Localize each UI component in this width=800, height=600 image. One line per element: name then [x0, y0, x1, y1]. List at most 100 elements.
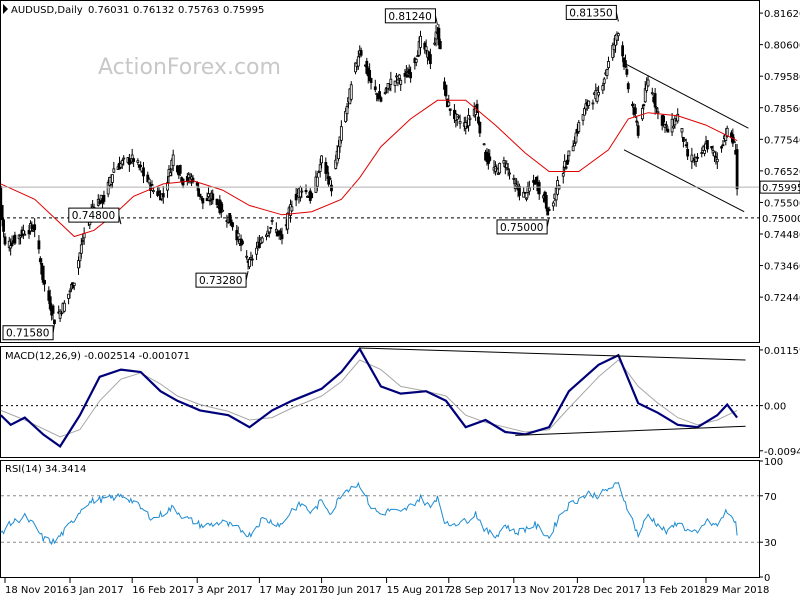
candle-body [434, 31, 438, 40]
candle-body [389, 78, 393, 85]
candle-body [320, 155, 323, 164]
candle-body [191, 177, 195, 183]
macd-y-tick-label: -0.009408 [764, 447, 800, 458]
price-header: AUDUSD,Daily 0.76031 0.76132 0.75763 0.7… [3, 4, 264, 16]
x-tick-label: 28 Sep 2017 [449, 585, 512, 596]
macd-line [0, 346, 738, 448]
candle-body [38, 258, 42, 263]
candle-body [280, 234, 284, 240]
candle-body [187, 174, 191, 178]
candle-body [286, 212, 290, 230]
candle-body [207, 193, 210, 197]
candle-body [495, 167, 499, 170]
candle-body [631, 103, 634, 107]
macd-signal-line [0, 359, 738, 438]
candle-body [721, 144, 725, 147]
high-value: 0.76132 [133, 5, 174, 16]
candle-body [327, 176, 331, 185]
candle-body [10, 242, 14, 246]
candle-body [260, 237, 264, 243]
candle-body [359, 50, 363, 56]
candle-body [208, 199, 212, 202]
candle-body [686, 149, 690, 157]
candle-body [646, 79, 650, 87]
candle-body [732, 141, 736, 144]
candle-body [583, 108, 586, 116]
candle-body [150, 184, 154, 186]
macd-y-tick-label: 0.00 [764, 402, 786, 413]
x-tick-label: 3 Jan 2017 [70, 585, 124, 596]
candle-body [691, 160, 695, 163]
candle-body [515, 184, 519, 187]
candle-body [379, 97, 383, 102]
candle-body [527, 187, 531, 192]
candle-body [525, 197, 528, 200]
candle-body [438, 40, 442, 50]
rsi-plot [0, 481, 759, 546]
candle-body [248, 259, 251, 268]
candle-body [178, 164, 182, 174]
candle-body [581, 114, 585, 121]
candle-body [577, 122, 581, 132]
candle-body [735, 149, 739, 190]
candle-body [650, 92, 654, 95]
candle-body [643, 88, 647, 103]
x-tick-label: 17 May 2017 [259, 585, 324, 596]
x-tick-label: 13 Nov 2017 [514, 585, 578, 596]
annotation-label: 0.71580 [6, 328, 49, 340]
candle-body [269, 227, 273, 229]
collapse-arrow-icon[interactable] [3, 4, 8, 14]
candle-body [43, 280, 46, 285]
candle-body [433, 42, 437, 45]
candle-body [625, 69, 629, 75]
annotation-0.81350: 0.81350 [565, 4, 619, 22]
candle-body [641, 108, 644, 120]
candle-body [149, 184, 152, 191]
candle-body [241, 240, 244, 245]
rsi-title: RSI(14) 34.3414 [5, 464, 86, 475]
candle-body [31, 229, 35, 232]
low-value: 0.75763 [178, 5, 219, 16]
candle-body [551, 202, 555, 207]
candle-body [53, 319, 56, 325]
candle-body [198, 193, 202, 197]
rsi-y-tick-label: 70 [764, 492, 777, 503]
annotation-label: 0.73280 [199, 275, 242, 287]
macd-y-axis: 0.01159 0.00 -0.009408 [759, 346, 800, 458]
candle-body [67, 293, 70, 299]
candle-body [245, 255, 249, 258]
candle-body [122, 157, 126, 160]
candle-body [290, 206, 294, 212]
candle-body [161, 193, 165, 198]
candle-body [665, 124, 668, 127]
candle-body [33, 224, 37, 231]
candle-body [373, 86, 377, 90]
rsi-y-tick-label: 100 [764, 457, 783, 468]
candle-body [62, 302, 66, 312]
candle-body [591, 102, 595, 105]
candle-body [506, 168, 510, 170]
annotation-box [2, 325, 54, 341]
candle-body [270, 220, 274, 222]
candle-body [102, 194, 106, 202]
candle-body [375, 93, 379, 95]
candle-body [666, 128, 670, 133]
candle-body [318, 164, 322, 172]
candle-body [337, 146, 340, 159]
candle-body [607, 61, 610, 68]
x-tick-label: 16 Feb 2017 [132, 585, 194, 596]
candle-body [310, 193, 314, 199]
candle-body [447, 101, 451, 107]
candle-body [81, 240, 85, 242]
annotation-box [68, 207, 120, 223]
candle-body [703, 149, 706, 154]
rsi-line [0, 481, 738, 546]
rsi-y-tick-label: 30 [764, 538, 777, 549]
